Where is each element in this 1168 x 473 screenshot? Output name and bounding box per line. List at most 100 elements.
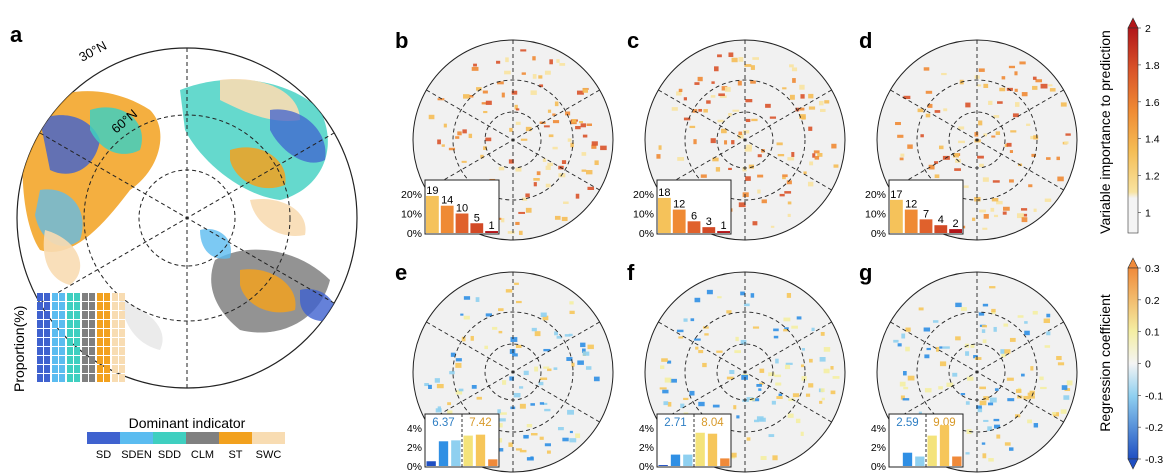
inset-neg-total: 2.59 [896,417,918,429]
waffle-cell-sd [37,356,43,364]
waffle-cell-sdd [67,302,73,310]
waffle-cell-clm [89,293,95,301]
waffle-cell-sd [37,374,43,382]
mini-map-lat-circle [916,79,1038,201]
mini-map-meridian [890,89,1064,191]
waffle-cell-sden [59,338,65,346]
mini-map-lat-circle [452,311,574,433]
panel-letter-f: f [627,260,635,285]
importance-tick-label: 1.2 [1145,171,1160,183]
waffle-cell-sd [37,329,43,337]
importance-tick-label: 1 [1145,208,1151,220]
inset-bar-negative [438,441,449,466]
legend-label-sden: SDEN [121,449,152,461]
waffle-cell-sden [59,356,65,364]
waffle-cell-sden [52,374,58,382]
inset-y-tick: 0% [871,228,886,240]
inset-y-tick: 0% [407,228,422,240]
waffle-cell-swc [112,338,118,346]
mini-map-lat-circle [916,311,1038,433]
waffle-cell-st [97,302,103,310]
inset-y-tick: 10% [401,209,422,221]
panel-letter-e: e [395,260,407,285]
coef-tick-label: -0.3 [1145,454,1163,466]
inset-bar-negative [658,465,668,466]
waffle-cell-clm [89,356,95,364]
inset-neg-total: 6.37 [432,417,454,429]
legend-swatch-sdd [153,432,186,444]
inset-bar-label: 3 [706,216,712,228]
inset-y-tick: 0% [639,461,654,473]
waffle-cell-swc [112,365,118,373]
coef-tick-label: -0.1 [1145,390,1163,402]
waffle-cell-sden [59,374,65,382]
waffle-cell-sd [37,311,43,319]
panel-a-land-patches [22,79,336,350]
waffle-cell-sd [44,293,50,301]
waffle-cell-clm [89,311,95,319]
mini-panels: bSD0%10%20%19141051cSDEN0%10%20%1812631d… [395,28,1078,473]
panel-letter-b: b [395,28,408,53]
waffle-cell-sd [37,293,43,301]
waffle-cell-sden [52,356,58,364]
waffle-cell-clm [82,356,88,364]
waffle-cell-swc [119,293,125,301]
waffle-cell-swc [112,347,118,355]
waffle-cell-sdd [74,302,80,310]
waffle-cell-sdd [67,365,73,373]
panel-letter-c: c [627,28,639,53]
inset-bar-label: 12 [673,199,685,211]
waffle-cell-sden [59,365,65,373]
waffle-cell-swc [119,338,125,346]
importance-tick-label: 2 [1145,23,1151,35]
coef-colorbar-ticks: -0.3 -0.2 -0.1 0 0.1 0.2 0.3 [1138,263,1163,466]
waffle-cell-st [97,374,103,382]
panel-g: gSDD0%2%4%2.599.09 [859,260,1078,473]
waffle-cell-sdd [67,374,73,382]
waffle-cell-sd [37,338,43,346]
waffle-cell-swc [119,329,125,337]
waffle-cell-st [104,293,110,301]
proportion-waffle [37,293,125,382]
waffle-cell-sd [44,365,50,373]
inset-bar-label: 7 [923,208,929,220]
inset-y-tick: 0% [407,461,422,473]
legend-swatch-sd [87,432,120,444]
inset-y-tick: 10% [865,209,886,221]
waffle-cell-sden [59,311,65,319]
waffle-cell-swc [112,302,118,310]
waffle-cell-st [97,311,103,319]
panel-a-meridian [39,132,335,304]
waffle-cell-sden [59,329,65,337]
inset-pos-total: 8.04 [701,417,724,429]
waffle-cell-clm [89,338,95,346]
inset-bar-positive [952,456,962,466]
waffle-cell-swc [119,356,125,364]
waffle-cell-clm [89,320,95,328]
waffle-cell-sdd [67,356,73,364]
coef-tick-label: -0.2 [1145,422,1163,434]
inset-y-tick: 4% [871,423,886,435]
waffle-cell-sd [44,329,50,337]
waffle-cell-st [104,329,110,337]
waffle-cell-st [97,329,103,337]
inset-bar-label: 12 [905,199,917,211]
inset-bar [440,205,454,233]
waffle-cell-swc [119,374,125,382]
waffle-cell-st [104,365,110,373]
inset-y-tick: 4% [639,423,654,435]
inset-bar-label: 10 [456,203,468,215]
inset-y-tick: 20% [401,189,422,201]
legend-label-st: ST [228,449,242,461]
waffle-cell-sdd [67,311,73,319]
legend-swatch-st [219,432,252,444]
waffle-cell-clm [82,374,88,382]
waffle-cell-clm [82,302,88,310]
inset-bar-negative [451,440,461,466]
inset-y-tick: 2% [639,442,654,454]
inset-y-tick: 2% [871,442,886,454]
inset-bar [426,195,439,233]
